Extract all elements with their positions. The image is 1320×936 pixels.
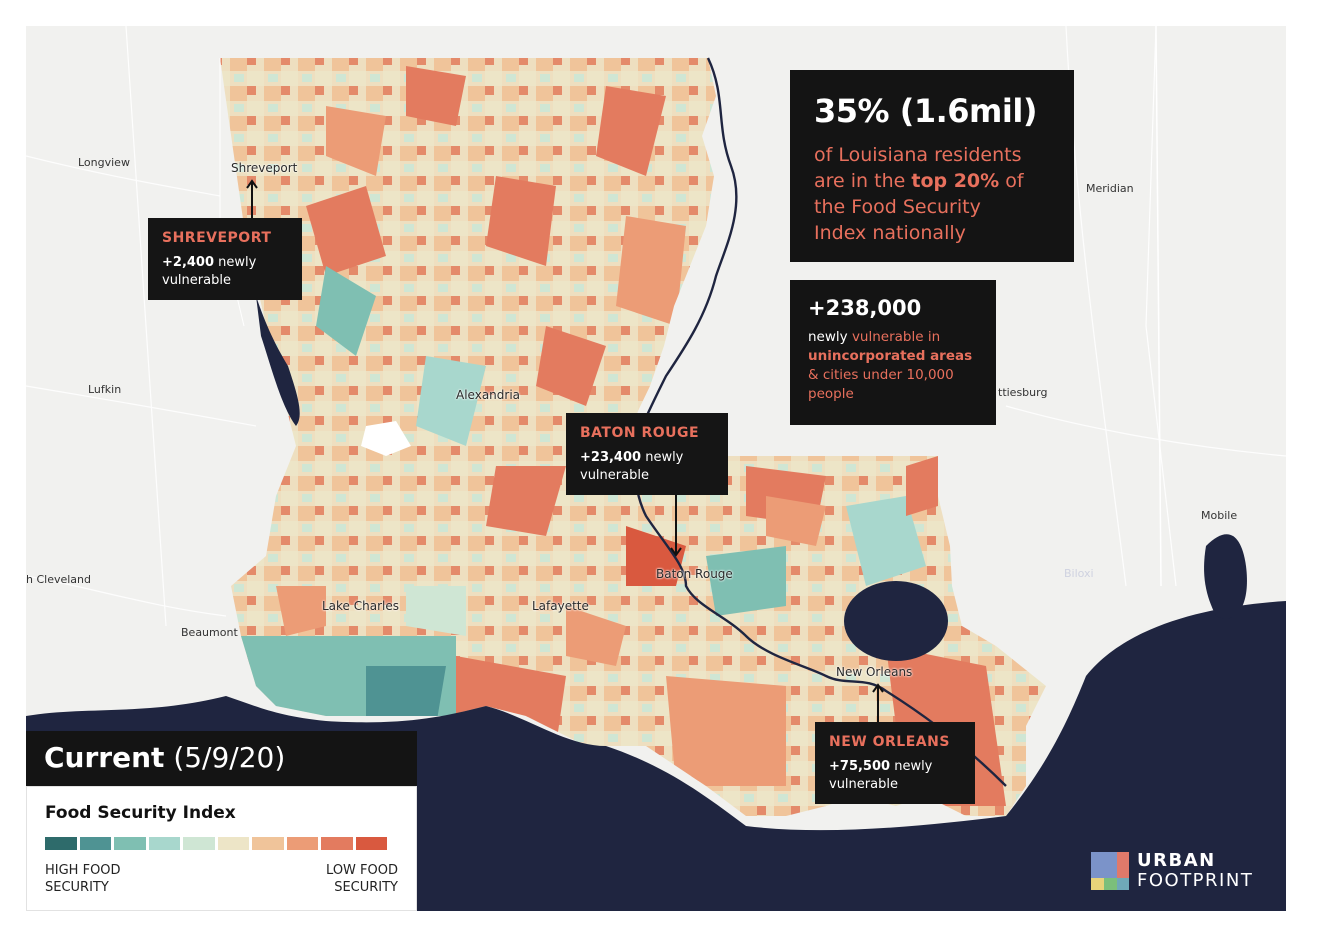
legend-high-label: HIGH FOOD SECURITY (45, 862, 121, 896)
legend-swatch-4 (183, 837, 215, 850)
callout-shreveport: SHREVEPORT +2,400 newly vulnerable (148, 218, 302, 300)
legend-low-label: LOW FOOD SECURITY (326, 862, 398, 896)
callout-baton-rouge-number: +23,400 (580, 450, 642, 465)
legend-high-a: HIGH FOOD (45, 863, 121, 878)
shreveport-arrow (246, 179, 258, 218)
place-biloxi: Biloxi (1064, 567, 1094, 580)
baton-rouge-arrow (670, 494, 682, 557)
headline-line-b-post: of (999, 170, 1024, 192)
place-longview: Longview (78, 156, 130, 169)
legend-swatches (45, 837, 398, 850)
headline-number: 35% (1.6mil) (814, 92, 1037, 130)
legend-swatch-5 (217, 837, 249, 850)
place-mobile: Mobile (1201, 509, 1238, 522)
place-beaumont: Beaumont (181, 626, 238, 639)
rural-text-a: newly (808, 329, 852, 345)
callout-shreveport-title: SHREVEPORT (162, 230, 272, 246)
headline-line-d: Index nationally (814, 222, 966, 244)
place-hattiesburg: ttiesburg (998, 386, 1048, 399)
legend-title: Food Security Index (45, 803, 236, 823)
place-lufkin: Lufkin (88, 383, 122, 396)
place-baton-rouge: Baton Rouge (656, 567, 733, 581)
headline-line-a: of Louisiana residents (814, 144, 1022, 166)
legend-swatch-8 (321, 837, 353, 850)
callout-shreveport-text-b: vulnerable (162, 273, 231, 288)
new-orleans-arrow (872, 683, 884, 722)
headline-line-b-bold: top 20% (911, 170, 1000, 192)
legend-swatch-1 (79, 837, 111, 850)
legend-swatch-2 (114, 837, 146, 850)
legend-card: Food Security Index HIGH FOOD SECURITY L… (26, 786, 417, 911)
logo-mark-icon (1091, 852, 1129, 890)
headline-card: 35% (1.6mil) of Louisiana residents are … (790, 70, 1074, 262)
legend-swatch-7 (286, 837, 318, 850)
place-new-orleans: New Orleans (836, 665, 913, 679)
legend-swatch-0 (45, 837, 77, 850)
rural-text-a-hl: vulnerable in (851, 329, 941, 345)
date-banner: Current (5/9/20) (26, 731, 417, 786)
map-frame[interactable]: Longview Shreveport Meridian Lufkin Alex… (26, 26, 1286, 911)
callout-new-orleans-text-a: newly (894, 759, 933, 774)
place-lafayette: Lafayette (532, 599, 589, 613)
legend-swatch-9 (355, 837, 387, 850)
rural-text-d: people (808, 386, 854, 402)
date-banner-date: (5/9/20) (164, 741, 286, 774)
rural-number: +238,000 (808, 296, 922, 320)
callout-shreveport-text-a: newly (218, 255, 257, 270)
rural-text: newly vulnerable in unincorporated areas… (808, 328, 978, 404)
headline-line-b-pre: are in the (814, 170, 912, 192)
place-lake-charles: Lake Charles (322, 599, 399, 613)
legend-swatch-6 (252, 837, 284, 850)
legend-low-b: SECURITY (334, 880, 398, 895)
place-cleveland: h Cleveland (26, 573, 92, 586)
callout-new-orleans: NEW ORLEANS +75,500 newly vulnerable (815, 722, 975, 804)
place-alexandria: Alexandria (456, 388, 521, 402)
date-banner-label: Current (44, 741, 165, 774)
callout-new-orleans-text-b: vulnerable (829, 777, 898, 792)
rural-text-c: & cities under 10,000 (808, 367, 954, 383)
legend-high-b: SECURITY (45, 880, 109, 895)
rural-text-b: unincorporated areas (808, 348, 973, 364)
urban-footprint-logo: URBAN FOOTPRINT (1091, 851, 1253, 891)
callout-baton-rouge-text-a: newly (645, 450, 684, 465)
place-meridian: Meridian (1086, 182, 1134, 195)
callout-baton-rouge: BATON ROUGE +23,400 newly vulnerable (566, 413, 728, 495)
legend-low-a: LOW FOOD (326, 863, 398, 878)
rural-card: +238,000 newly vulnerable in unincorpora… (790, 280, 996, 425)
headline-text: of Louisiana residents are in the top 20… (814, 142, 1050, 246)
logo-line1: URBAN (1137, 850, 1216, 871)
callout-shreveport-number: +2,400 (162, 255, 215, 270)
callout-new-orleans-title: NEW ORLEANS (829, 734, 950, 750)
place-shreveport: Shreveport (231, 161, 298, 175)
legend-swatch-3 (148, 837, 180, 850)
logo-line2: FOOTPRINT (1137, 870, 1254, 891)
callout-baton-rouge-text-b: vulnerable (580, 468, 649, 483)
callout-new-orleans-number: +75,500 (829, 759, 891, 774)
headline-line-c: the Food Security (814, 196, 981, 218)
callout-baton-rouge-title: BATON ROUGE (580, 425, 700, 441)
